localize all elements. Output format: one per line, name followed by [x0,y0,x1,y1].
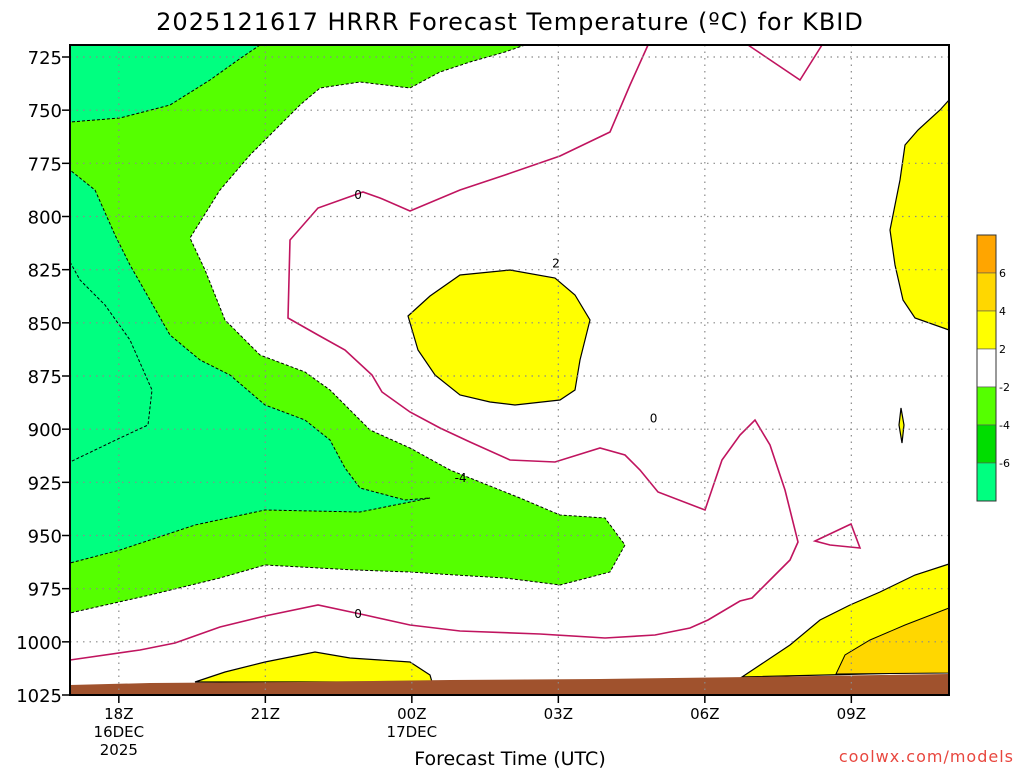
contour-label: 0 [650,412,658,426]
plot-frame [69,44,950,696]
colorbar-bin [976,348,997,388]
colorbar-tick-label: 6 [999,267,1006,280]
colorbar-bin [976,272,997,312]
y-tick-label: 725 [28,48,62,69]
colorbar-bin [976,234,997,274]
colorbar-frame [976,234,997,502]
colorbar-bin [976,424,997,464]
y-tick-label: 825 [28,261,62,282]
colorbar-tick-label: -4 [999,419,1010,432]
warm-band-right-edge [889,98,950,331]
y-tick-label: 1000 [16,633,62,654]
warm-spike [898,407,905,444]
contour-label: -4 [455,471,467,485]
zero-isotherm-loop [812,522,862,549]
colorbar: 6 4 2 -2 -4 -6 [976,234,1010,502]
y-tick-label: 1025 [16,686,62,707]
x-axis-label: Forecast Time (UTC) [414,748,605,768]
contour-label: 0 [354,188,362,202]
y-tick-label: 900 [28,420,62,441]
y-tick-label: 875 [28,367,62,388]
x-tick-label: 09Z [837,705,866,723]
y-tick-label: 850 [28,314,62,335]
colorbar-tick-label: -6 [999,457,1010,470]
warm-surface-layer-left [194,651,433,683]
colorbar-bin [976,310,997,350]
plot-area [69,44,950,696]
y-tick-label: 925 [28,473,62,494]
zero-isotherm-top-right [747,44,823,82]
contour-label: 2 [552,256,560,270]
zero-isotherm-upper [69,44,799,661]
x-tick-label: 21Z [251,705,280,723]
grid [70,45,949,695]
temperature-band-below-minus4 [69,44,431,564]
colorbar-tick-label: 2 [999,343,1006,356]
x-tick-sublabel: 17DEC [387,723,438,741]
x-tick-label: 18Z [104,705,133,723]
y-tick-label: 975 [28,580,62,601]
contour-label: 0 [354,607,362,621]
ground-surface [70,674,949,695]
colorbar-bin [976,386,997,426]
y-tick-label: 950 [28,527,62,548]
x-tick-sublabel: 16DEC [94,723,145,741]
y-tick-label: 800 [28,208,62,229]
colorbar-bin [976,462,997,502]
x-tick-label: 06Z [690,705,719,723]
contour-labels: 0 2 0 -4 0 [354,188,657,621]
colorbar-tick-label: -2 [999,381,1010,394]
y-tick-label: 775 [28,154,62,175]
y-axis-pressure: 725 750 775 800 825 850 875 900 925 950 975 1000 102… [16,48,70,707]
credit-text: coolwx.com/models [839,747,1014,766]
x-tick-sublabel: 2025 [100,741,138,759]
temperature-band-below-minus6 [69,260,153,463]
colorbar-tick-label: 4 [999,305,1006,318]
x-tick-label: 03Z [544,705,573,723]
x-tick-label: 00Z [397,705,426,723]
chart-title: 2025121617 HRRR Forecast Temperature (ºC… [156,8,864,36]
y-tick-label: 750 [28,101,62,122]
warm-cell-midlevel [407,269,591,406]
